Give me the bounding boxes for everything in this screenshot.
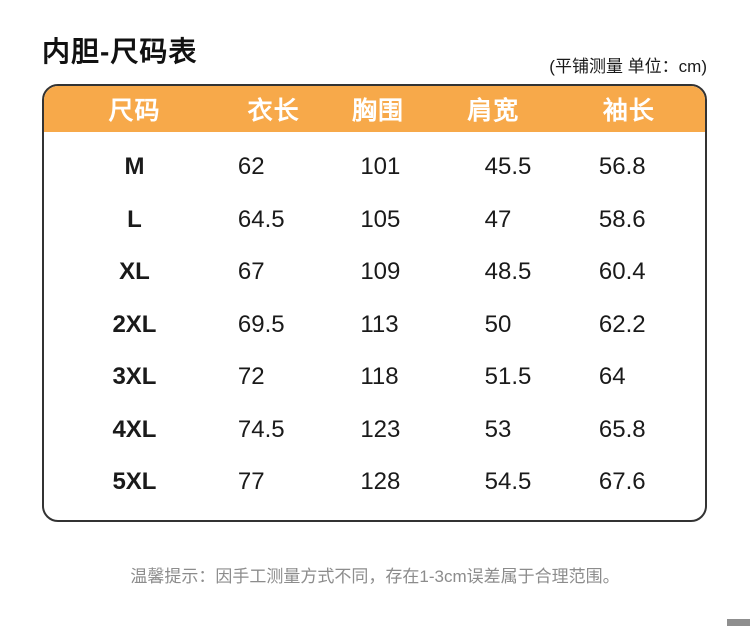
value-cell: 128	[360, 468, 401, 496]
table-row: XL 67 109 48.5 60.4	[44, 246, 705, 299]
table-row: L 64.5 105 47 58.6	[44, 194, 705, 247]
column-header-chest: 胸围	[351, 97, 404, 125]
value-cell: 62.2	[598, 310, 646, 338]
value-cell: 58.6	[598, 205, 646, 233]
size-table: 尺码 衣长 胸围 肩宽 袖长 M 62 101 45.5 56.8 L 64.5…	[42, 84, 707, 522]
size-cell: 3XL	[112, 363, 157, 391]
value-cell: 60.4	[598, 258, 646, 286]
value-cell: 64	[598, 363, 626, 391]
value-cell: 45.5	[484, 153, 532, 181]
value-cell: 72	[237, 363, 265, 391]
size-cell: 2XL	[112, 310, 157, 338]
value-cell: 74.5	[237, 415, 285, 443]
size-cell: XL	[119, 258, 150, 286]
value-cell: 64.5	[237, 205, 285, 233]
size-cell: L	[127, 205, 142, 233]
column-header-size: 尺码	[108, 97, 161, 125]
table-row: 5XL 77 128 54.5 67.6	[44, 456, 705, 509]
column-header-length: 衣长	[247, 97, 300, 125]
value-cell: 54.5	[484, 468, 532, 496]
table-header-row: 尺码 衣长 胸围 肩宽 袖长	[44, 86, 705, 132]
table-row: 3XL 72 118 51.5 64	[44, 351, 705, 404]
value-cell: 113	[360, 310, 399, 338]
size-cell: M	[124, 153, 145, 181]
value-cell: 67.6	[598, 468, 646, 496]
value-cell: 105	[360, 205, 401, 233]
value-cell: 118	[360, 363, 399, 391]
value-cell: 48.5	[484, 258, 532, 286]
value-cell: 123	[360, 415, 401, 443]
footer-note: 温馨提示：因手工测量方式不同，存在1-3cm误差属于合理范围。	[130, 567, 620, 586]
table-body: M 62 101 45.5 56.8 L 64.5 105 47 58.6 XL…	[44, 132, 705, 509]
value-cell: 69.5	[237, 310, 285, 338]
value-cell: 53	[484, 415, 512, 443]
column-header-shoulder: 肩宽	[467, 97, 520, 125]
table-row: M 62 101 45.5 56.8	[44, 141, 705, 194]
table-row: 2XL 69.5 113 50 62.2	[44, 299, 705, 352]
column-header-sleeve: 袖长	[602, 97, 655, 125]
value-cell: 109	[360, 258, 401, 286]
value-cell: 51.5	[484, 363, 532, 391]
value-cell: 65.8	[598, 415, 646, 443]
page-title: 内胆-尺码表	[42, 36, 198, 67]
size-cell: 5XL	[112, 468, 157, 496]
table-row: 4XL 74.5 123 53 65.8	[44, 404, 705, 457]
value-cell: 47	[484, 205, 512, 233]
value-cell: 77	[237, 468, 265, 496]
value-cell: 67	[237, 258, 265, 286]
size-cell: 4XL	[112, 415, 157, 443]
scrollbar-fragment	[727, 619, 750, 626]
measurement-unit-note: (平铺测量 单位：cm)	[549, 57, 707, 76]
value-cell: 101	[360, 153, 401, 181]
value-cell: 56.8	[598, 153, 646, 181]
value-cell: 62	[237, 153, 265, 181]
value-cell: 50	[484, 310, 512, 338]
